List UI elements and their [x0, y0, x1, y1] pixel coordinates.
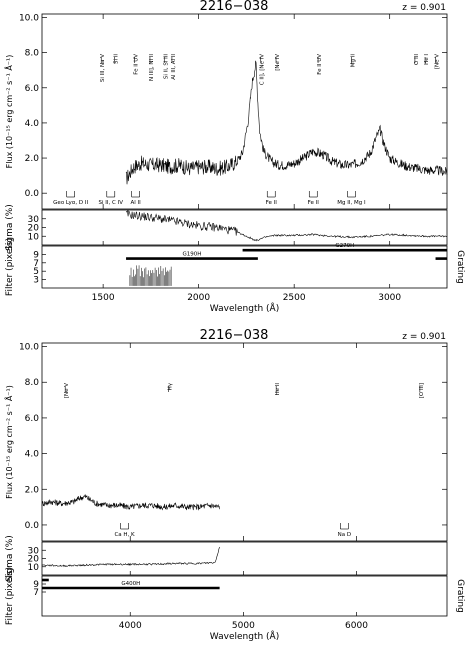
sigma-y-axis-label: Sigma (%) — [5, 204, 15, 251]
redshift-label: z = 0.901 — [402, 332, 446, 342]
flux-y-tick-label: 6.0 — [25, 414, 40, 424]
x-axis-label: Wavelength (Å) — [210, 630, 279, 642]
emission-line-label: O III — [414, 54, 420, 65]
filter-y-tick-label: 3 — [33, 276, 39, 286]
flux-y-tick-label: 2.0 — [25, 485, 40, 495]
flux-y-axis-label: Flux (10⁻¹⁵ erg cm⁻² s⁻¹ Å⁻¹) — [3, 55, 14, 169]
grating-label: G190H — [183, 252, 202, 258]
filter-y-axis-label: Filter (pixels) — [5, 238, 15, 296]
emission-line-label: [Ne V — [435, 54, 441, 69]
filter-y-tick-label: 9 — [33, 250, 39, 260]
emission-line-label: Fe II UV — [317, 54, 323, 75]
x-tick-label: 3000 — [378, 293, 401, 303]
absorption-line-label: Al II — [130, 200, 141, 206]
sigma-panel-frame — [41, 541, 448, 576]
sigma-y-tick-label: 30 — [28, 546, 40, 556]
filter-y-tick-label: 5 — [33, 267, 39, 277]
x-tick-label: 4000 — [119, 621, 142, 631]
flux-panel-frame — [41, 342, 448, 542]
filter-y-tick-label: 7 — [33, 588, 39, 598]
sigma-curve — [41, 546, 220, 568]
x-tick-label: 1500 — [92, 293, 115, 303]
x-tick-label: 2500 — [283, 293, 306, 303]
emission-line-label: Mg II — [350, 54, 356, 68]
absorption-line-label: Ca H, K — [114, 532, 135, 538]
emission-line-label: Si III, Na V — [100, 54, 106, 82]
chart-panel-1: 2216−038 z = 0.901 0.0 2.0 4.0 6.0 8.0 10.0 Flux… — [3, 0, 465, 314]
x-tick-label: 5000 — [232, 621, 255, 631]
filter-panel-frame — [41, 245, 448, 289]
filter-y-tick-label: 9 — [33, 580, 39, 590]
emission-line-label: Si II — [114, 54, 120, 64]
emission-line-label: [O III] — [419, 383, 425, 398]
flux-y-tick-label: 0.0 — [25, 189, 40, 199]
chart-title: 2216−038 — [200, 328, 269, 343]
flux-y-tick-label: 2.0 — [25, 154, 40, 164]
flux-y-axis-label: Flux (10⁻¹⁵ erg cm⁻² s⁻¹ Å⁻¹) — [3, 385, 14, 499]
flux-y-tick-label: 4.0 — [25, 450, 40, 460]
redshift-label: z = 0.901 — [402, 3, 446, 13]
chart-panel-2: 2216−038 z = 0.901 0.0 2.0 4.0 6.0 8.0 10.0 Flux… — [3, 328, 465, 642]
emission-line-label: N III], Ni II — [149, 54, 155, 81]
emission-line-label: Si II, Si III — [163, 54, 169, 80]
grating-axis-label: Grating — [455, 579, 465, 613]
emission-line-label: [Ne IV — [275, 54, 281, 71]
filter-y-axis-label: Filter (pixels) — [5, 567, 15, 625]
sigma-curve — [125, 209, 448, 242]
flux-spectrum-line — [41, 494, 220, 511]
filter-panel-frame — [41, 575, 448, 617]
grating-label: G400H — [121, 581, 140, 587]
sigma-y-tick-label: 10 — [28, 563, 40, 573]
emission-line-label: He II — [275, 383, 281, 396]
emission-line-label: [Ne V — [64, 383, 70, 398]
flux-y-tick-label: 8.0 — [25, 378, 40, 388]
absorption-line-label: Fe II — [308, 200, 320, 206]
sigma-y-tick-label: 10 — [28, 232, 40, 242]
flux-spectrum-line — [125, 60, 448, 185]
emission-line-label: Al III, Al II — [171, 54, 177, 80]
grating-axis-label: Grating — [455, 250, 465, 284]
absorption-line-label: Mg II, Mg I — [337, 200, 366, 206]
flux-panel-frame — [41, 13, 448, 210]
emission-line-label: Fe II UV — [134, 54, 140, 75]
chart-title: 2216−038 — [200, 0, 269, 14]
flux-y-tick-label: 10.0 — [19, 343, 39, 353]
x-axis-label: Wavelength (Å) — [210, 302, 279, 314]
sigma-y-tick-label: 20 — [28, 555, 40, 565]
emission-line-label: C II], [Ne IV — [260, 54, 266, 85]
absorption-line-label: Na D — [338, 532, 351, 538]
flux-y-tick-label: 4.0 — [25, 119, 40, 129]
absorption-line-label: Si II, C IV — [99, 200, 124, 206]
x-tick-label: 6000 — [345, 621, 368, 631]
flux-y-tick-label: 6.0 — [25, 84, 40, 94]
emission-line-label: He I — [424, 54, 430, 65]
flux-y-tick-label: 0.0 — [25, 521, 40, 531]
sigma-y-axis-label: Sigma (%) — [5, 535, 15, 582]
sigma-y-tick-label: 20 — [28, 224, 40, 234]
absorption-line-label: Fe II — [266, 200, 278, 206]
emission-line-label: Hγ — [168, 382, 174, 390]
sigma-panel-frame — [41, 209, 448, 246]
x-tick-label: 2000 — [187, 293, 210, 303]
grating-label: G270H — [335, 243, 354, 249]
absorption-line-label: Geo Lyα, D II — [53, 200, 88, 206]
flux-y-tick-label: 8.0 — [25, 49, 40, 59]
filter-y-tick-label: 7 — [33, 259, 39, 269]
sigma-y-tick-label: 30 — [28, 215, 40, 225]
flux-y-tick-label: 10.0 — [19, 14, 39, 24]
